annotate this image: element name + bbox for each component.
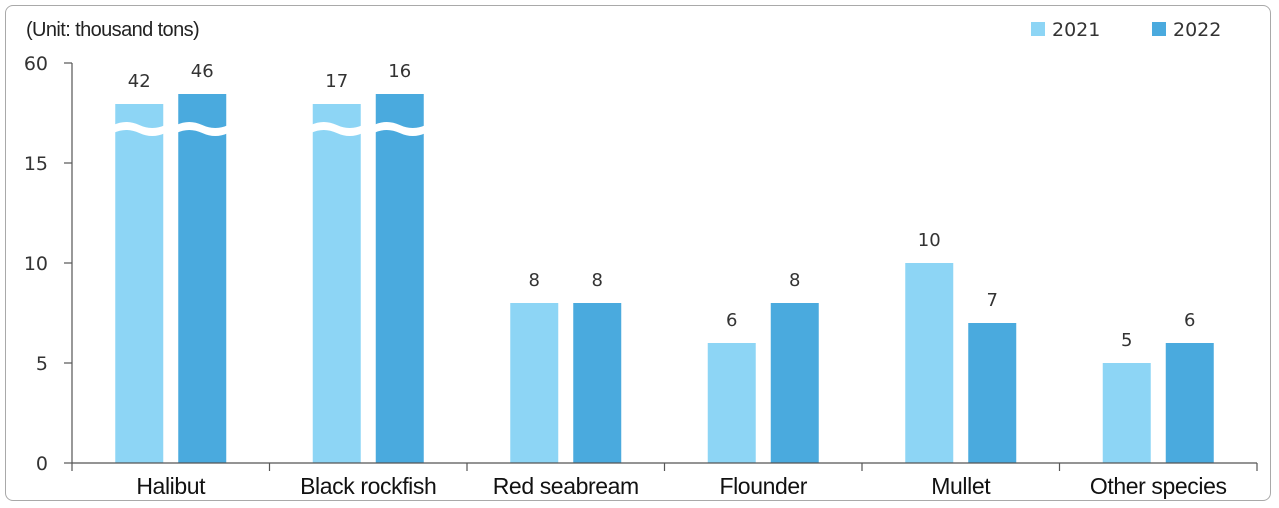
- data-label: 6: [726, 310, 737, 331]
- bar-2022: [375, 94, 424, 463]
- legend-label-2021: 2021: [1052, 19, 1100, 41]
- x-tick-label: Other species: [1090, 473, 1227, 499]
- y-tick-label: 10: [24, 253, 48, 275]
- x-tick-label: Halibut: [136, 473, 206, 499]
- data-label: 7: [987, 290, 998, 311]
- unit-label: (Unit: thousand tons): [26, 19, 199, 41]
- data-labels-layer: 42 46 17 16 8 8 6 8 10 7 5 6: [128, 61, 1196, 351]
- bar-2021: [115, 104, 164, 463]
- data-label: 17: [325, 71, 348, 92]
- data-label: 46: [191, 61, 214, 82]
- bar-2022: [1165, 343, 1214, 463]
- axis-break-mark: [113, 122, 166, 136]
- bar-2021: [707, 343, 756, 463]
- y-tick-label: 5: [36, 353, 48, 375]
- x-ticks: Halibut Black rockfish Red seabream Flounde…: [71, 463, 1258, 499]
- y-tick-label: 15: [24, 153, 48, 175]
- data-label: 16: [388, 61, 411, 82]
- y-ticks: 0 5 10 15 60: [24, 53, 72, 475]
- bar-2021: [312, 104, 361, 463]
- x-tick-label: Mullet: [931, 473, 991, 499]
- y-tick-label: 60: [24, 53, 48, 75]
- data-label: 5: [1121, 330, 1132, 351]
- legend-label-2022: 2022: [1173, 19, 1221, 41]
- data-label: 8: [592, 270, 603, 291]
- legend-swatch-2021: [1031, 22, 1045, 36]
- axis-break-mark: [373, 122, 426, 136]
- bar-2022: [770, 303, 819, 463]
- data-label: 8: [529, 270, 540, 291]
- data-label: 8: [789, 270, 800, 291]
- bar-2021: [1102, 363, 1151, 463]
- bar-2022: [968, 323, 1017, 463]
- y-tick-label: 0: [36, 453, 48, 475]
- axis-break-mark: [176, 122, 229, 136]
- data-label: 10: [918, 230, 941, 251]
- bar-2021: [905, 263, 954, 463]
- axes: [71, 63, 1257, 464]
- bars-layer: [113, 94, 1214, 463]
- data-label: 42: [128, 71, 151, 92]
- bar-2021: [510, 303, 559, 463]
- data-label: 6: [1184, 310, 1195, 331]
- legend: 2021 2022: [1031, 19, 1221, 41]
- bar-2022: [178, 94, 227, 463]
- x-tick-label: Black rockfish: [300, 473, 436, 499]
- x-tick-label: Flounder: [719, 473, 807, 499]
- x-tick-label: Red seabream: [493, 473, 639, 499]
- axis-break-mark: [310, 122, 363, 136]
- bar-2022: [573, 303, 622, 463]
- legend-swatch-2022: [1152, 22, 1166, 36]
